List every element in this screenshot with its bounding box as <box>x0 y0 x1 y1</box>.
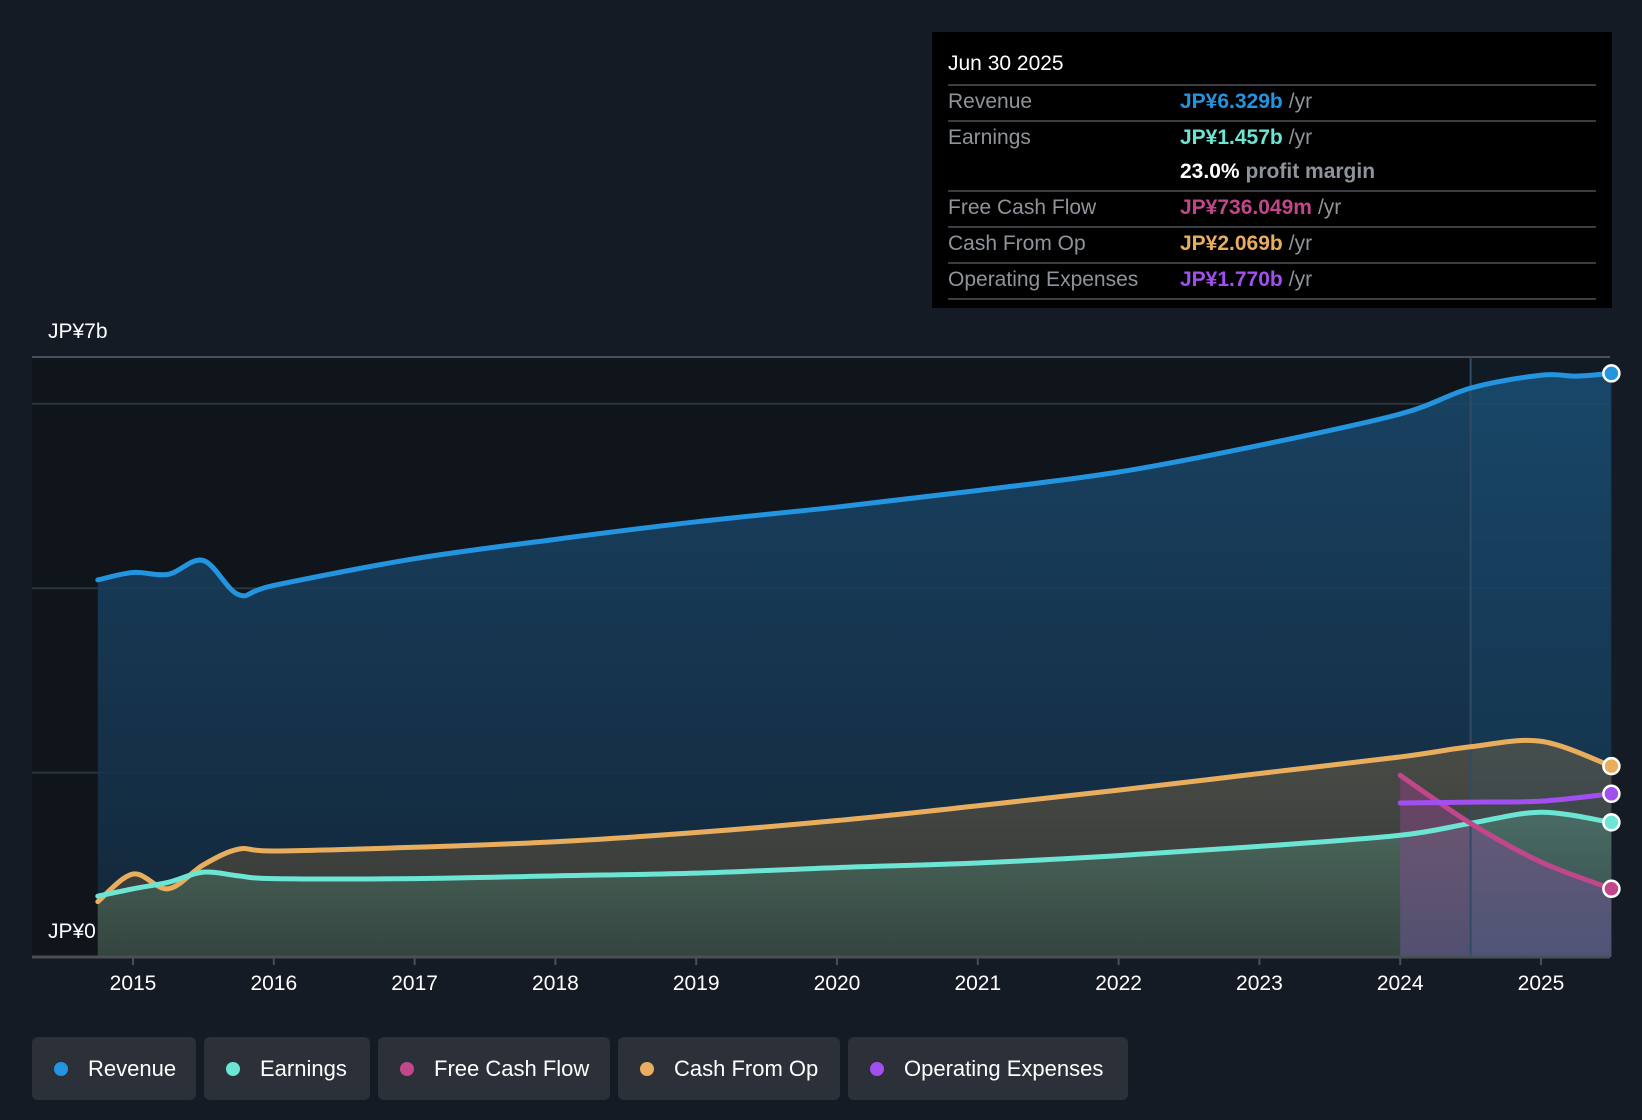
profit-margin-label: profit margin <box>1245 160 1376 183</box>
tooltip-row-cfo: Cash From Op JP¥2.069b /yr <box>948 228 1596 264</box>
revenue-end-marker <box>1602 364 1621 383</box>
x-tick-label: 2017 <box>391 972 438 995</box>
profit-margin-value: 23.0% <box>1180 160 1240 183</box>
x-tick-label: 2022 <box>1095 972 1142 995</box>
operating-expenses-line <box>1397 791 1614 806</box>
tooltip-label: Revenue <box>948 90 1033 113</box>
free-cash-flow-end-marker <box>1602 879 1621 899</box>
tooltip-row-earnings: Earnings JP¥1.457b /yr <box>948 122 1596 156</box>
x-tick-label: 2018 <box>532 972 579 995</box>
x-tick-label: 2020 <box>814 972 861 995</box>
y-axis-top-label: JP¥7b <box>48 320 108 343</box>
legend-operating-expenses[interactable]: Operating Expenses <box>848 1037 1128 1100</box>
tooltip-date: Jun 30 2025 <box>948 46 1596 86</box>
x-tick-label: 2023 <box>1236 972 1283 995</box>
legend-free-cash-flow[interactable]: Free Cash Flow <box>378 1037 610 1100</box>
tooltip: Jun 30 2025 Revenue JP¥6.329b /yr Earnin… <box>932 32 1612 308</box>
x-tick-label: 2024 <box>1377 972 1424 995</box>
tooltip-value: JP¥1.770b <box>1180 268 1283 291</box>
operating-expenses-end-marker <box>1602 784 1621 804</box>
tooltip-value: JP¥1.457b <box>1180 126 1283 149</box>
tooltip-unit: /yr <box>1288 232 1313 255</box>
revenue-line <box>95 370 1614 599</box>
earnings-dot-icon <box>226 1061 240 1076</box>
earnings-end-marker <box>1602 813 1621 832</box>
forecast-shade <box>1470 357 1610 957</box>
operating-expenses-dot-icon <box>870 1061 884 1076</box>
tooltip-row-opex: Operating Expenses JP¥1.770b /yr <box>948 264 1596 300</box>
revenue-dot-icon <box>54 1061 68 1076</box>
free-cash-flow-line <box>1397 772 1614 892</box>
tooltip-label: Operating Expenses <box>948 268 1139 291</box>
y-axis-zero-label: JP¥0 <box>48 920 96 943</box>
tooltip-row-revenue: Revenue JP¥6.329b /yr <box>948 86 1596 122</box>
legend-label: Revenue <box>88 1055 177 1081</box>
legend-earnings[interactable]: Earnings <box>204 1037 370 1100</box>
tooltip-unit: /yr <box>1317 196 1342 219</box>
tooltip-label <box>948 156 1180 190</box>
earnings-line <box>95 809 1614 899</box>
x-tick-label: 2016 <box>250 972 297 995</box>
x-tick-label: 2025 <box>1518 972 1565 995</box>
tooltip-label: Cash From Op <box>948 232 1086 255</box>
legend-label: Operating Expenses <box>904 1055 1104 1081</box>
legend-label: Cash From Op <box>674 1055 819 1081</box>
x-tick-label: 2015 <box>110 972 157 995</box>
tooltip-label: Earnings <box>948 126 1031 149</box>
tooltip-row-fcf: Free Cash Flow JP¥736.049m /yr <box>948 192 1596 228</box>
legend-label: Free Cash Flow <box>434 1055 590 1081</box>
tooltip-value: JP¥736.049m <box>1180 196 1312 219</box>
tooltip-unit: /yr <box>1288 268 1313 291</box>
tooltip-value: JP¥2.069b <box>1180 232 1283 255</box>
legend-label: Earnings <box>260 1055 347 1081</box>
legend-revenue[interactable]: Revenue <box>32 1037 196 1100</box>
free-cash-flow-area <box>1400 775 1612 957</box>
tooltip-unit: /yr <box>1288 126 1313 149</box>
x-tick-label: 2021 <box>954 972 1001 995</box>
tooltip-unit: /yr <box>1288 90 1313 113</box>
chart-svg: 2015 2016 2017 2018 2019 2020 2021 2022 2023 2024… <box>32 356 1621 995</box>
cash-from-op-dot-icon <box>640 1061 654 1076</box>
tooltip-label: Free Cash Flow <box>948 196 1097 219</box>
legend-cash-from-op[interactable]: Cash From Op <box>618 1037 840 1100</box>
x-tick-label: 2019 <box>673 972 720 995</box>
tooltip-value: JP¥6.329b <box>1180 90 1283 113</box>
cash-from-op-line <box>95 737 1614 905</box>
tooltip-row-margin: 23.0% profit margin <box>948 156 1596 192</box>
cash-from-op-end-marker <box>1602 756 1621 776</box>
free-cash-flow-dot-icon <box>400 1061 414 1076</box>
